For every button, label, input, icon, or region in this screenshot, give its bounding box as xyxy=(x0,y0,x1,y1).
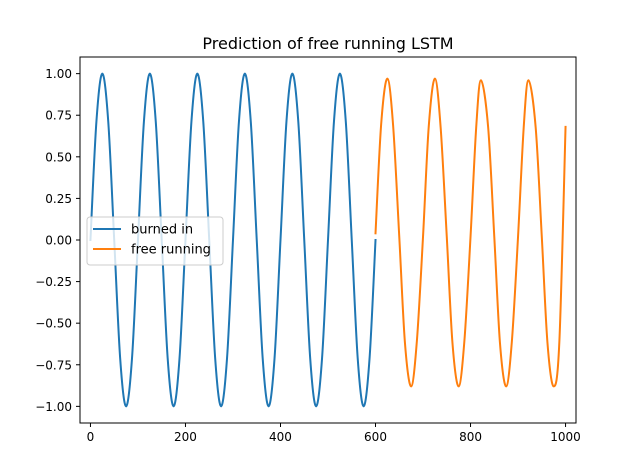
x-tick-label: 600 xyxy=(364,430,387,444)
x-tick-label: 0 xyxy=(87,430,95,444)
y-tick-label: 0.25 xyxy=(45,192,72,206)
legend-label-0: burned in xyxy=(131,223,193,238)
y-tick-label: −0.25 xyxy=(35,275,72,289)
y-tick-label: −1.00 xyxy=(35,400,72,414)
x-tick-label: 400 xyxy=(269,430,292,444)
series-line-1 xyxy=(374,77,567,388)
y-tick-label: 0.75 xyxy=(45,109,72,123)
y-tick-label: −0.50 xyxy=(35,317,72,331)
x-tick-label: 200 xyxy=(174,430,197,444)
y-tick-label: 0.00 xyxy=(45,234,72,248)
legend-label-1: free running xyxy=(131,243,211,258)
y-tick-label: 0.50 xyxy=(45,150,72,164)
chart-title: Prediction of free running LSTM xyxy=(202,34,453,53)
y-tick-label: −0.75 xyxy=(35,358,72,372)
legend: burned in free running xyxy=(86,216,224,266)
x-tick-label: 1000 xyxy=(550,430,581,444)
y-tick-label: 1.00 xyxy=(45,67,72,81)
axes-layer: 0 200 400 600 800 1000 −1.00 −0.75 −0.50 −0.25 0.0… xyxy=(35,56,581,444)
x-tick-label: 800 xyxy=(459,430,482,444)
